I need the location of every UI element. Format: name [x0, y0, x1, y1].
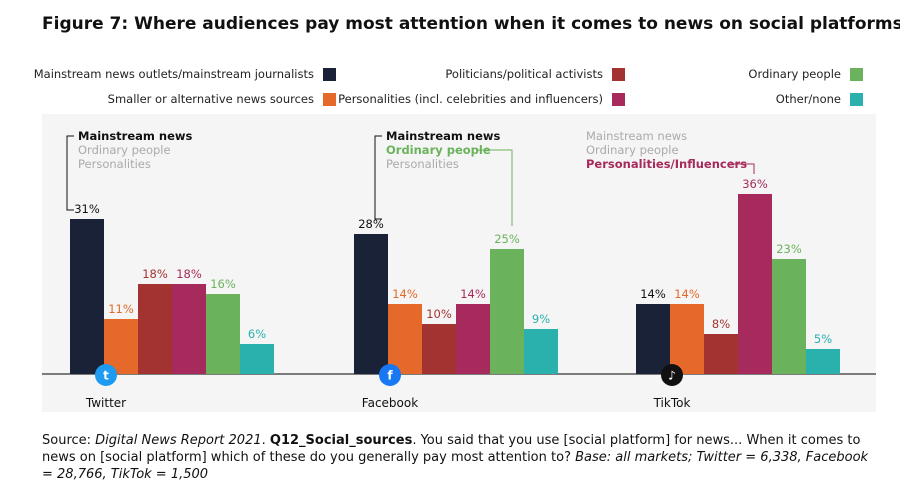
bar [524, 329, 558, 374]
legend-item: Politicians/political activists [0, 67, 625, 82]
bar [206, 294, 240, 374]
legend-label: Mainstream news outlets/mainstream journ… [33, 67, 314, 81]
data-label: 8% [712, 317, 730, 331]
source-question: Q12_Social_sources [269, 433, 413, 448]
data-label: 36% [742, 177, 768, 191]
legend-item: Mainstream news outlets/mainstream journ… [0, 67, 336, 82]
bar [490, 249, 524, 374]
twitter-icon [95, 364, 117, 386]
bar [138, 284, 172, 374]
legend-swatch [323, 68, 336, 81]
bar-chart: 31% 11% 18% 18% 16% 6% t Twitter 28% 14% 10% 14% 25%… [42, 129, 876, 410]
legend-label: Ordinary people [748, 67, 841, 81]
legend-item: Smaller or alternative news sources [0, 92, 336, 107]
data-label: 16% [210, 277, 236, 291]
category-label: TikTok [653, 396, 691, 410]
facebook-icon-glyph: f [387, 369, 393, 383]
legend-item: Ordinary people [0, 67, 863, 82]
annotation-text: Ordinary people [586, 143, 679, 157]
facebook-icon [379, 364, 401, 386]
bar [70, 219, 104, 374]
data-label: 14% [392, 287, 418, 301]
bar [806, 349, 840, 374]
source-text: . You said that you use [social platform… [42, 433, 861, 465]
data-label: 6% [248, 327, 266, 341]
data-label: 31% [74, 202, 100, 216]
tiktok-icon-glyph: ♪ [668, 369, 676, 383]
legend-swatch [612, 93, 625, 106]
legend-label: Personalities (incl. celebrities and inf… [338, 92, 603, 106]
annotation-text: Personalities [78, 157, 151, 171]
legend-swatch [850, 68, 863, 81]
legend-item: Personalities (incl. celebrities and inf… [0, 92, 625, 107]
bar [670, 304, 704, 374]
category-label: Twitter [85, 396, 126, 410]
bar [738, 194, 772, 374]
bar [354, 234, 388, 374]
annotation-bracket [374, 135, 382, 220]
bar [240, 344, 274, 374]
source-report: Digital News Report 2021 [95, 433, 262, 448]
data-label: 10% [426, 307, 452, 321]
data-label: 28% [358, 217, 384, 231]
source-prefix: Source: [42, 433, 96, 448]
legend-label: Politicians/political activists [445, 67, 603, 81]
bar [172, 284, 206, 374]
annotation-connector [730, 163, 755, 174]
legend-item: Other/none [0, 92, 863, 107]
annotation-text: Ordinary people [386, 143, 491, 157]
data-label: 9% [532, 312, 550, 326]
bar [772, 259, 806, 374]
data-label: 18% [142, 267, 168, 281]
annotation-text: Mainstream news [78, 129, 193, 143]
annotation-bracket [66, 135, 74, 211]
legend-swatch [612, 68, 625, 81]
source-base: Base: all markets; Twitter = 6,338, Face… [42, 450, 869, 482]
annotation-text: Mainstream news [386, 129, 501, 143]
data-label: 5% [814, 332, 832, 346]
data-label: 18% [176, 267, 202, 281]
category-label: Facebook [362, 396, 418, 410]
data-label: 23% [776, 242, 802, 256]
bar [422, 324, 456, 374]
bar [704, 334, 738, 374]
chart-title: Figure 7: Where audiences pay most atten… [42, 14, 900, 34]
legend-label: Other/none [775, 92, 841, 106]
bar [456, 304, 490, 374]
data-label: 14% [674, 287, 700, 301]
source-note: Source: Digital News Report 2021. Q12_So… [42, 432, 872, 483]
data-label: 11% [108, 302, 134, 316]
data-label: 14% [460, 287, 486, 301]
legend-swatch [323, 93, 336, 106]
legend-swatch [850, 93, 863, 106]
twitter-icon-glyph: t [103, 369, 109, 383]
tiktok-icon [661, 364, 683, 386]
bar [388, 304, 422, 374]
data-label: 14% [640, 287, 666, 301]
annotation-text: Personalities [386, 157, 459, 171]
source-sep: . [261, 433, 270, 448]
data-label: 25% [494, 232, 520, 246]
annotation-text: Mainstream news [586, 129, 687, 143]
legend-label: Smaller or alternative news sources [107, 92, 314, 106]
chart-area: 31% 11% 18% 18% 16% 6% t Twitter 28% 14% 10% 14% 25%… [42, 114, 876, 412]
annotation-text: Personalities/Influencers [586, 157, 747, 171]
annotation-connector [476, 149, 513, 226]
bar [636, 304, 670, 374]
annotation-text: Ordinary people [78, 143, 171, 157]
